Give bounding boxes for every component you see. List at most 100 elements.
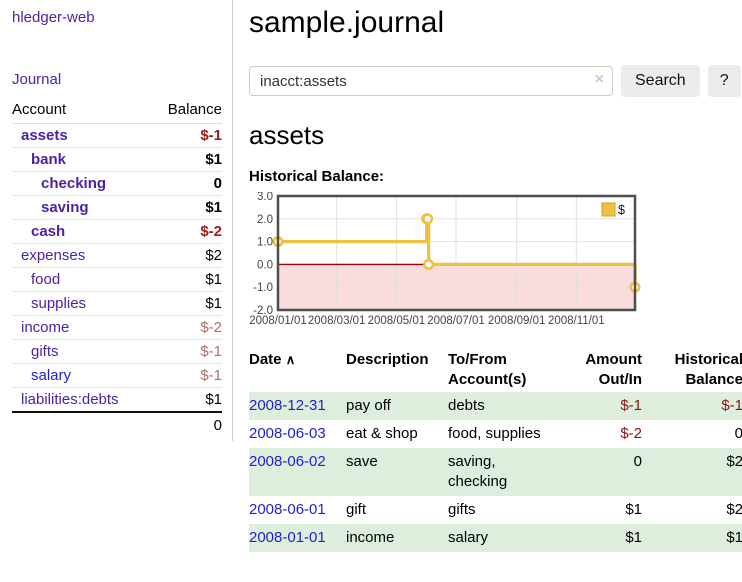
account-link[interactable]: cash [31, 223, 66, 240]
account-row: expenses $2 [12, 243, 222, 268]
account-row: food $1 [12, 267, 222, 292]
page-title: sample.journal [249, 6, 445, 39]
balance-cell: $1 [642, 524, 742, 552]
table-row: 2008-06-03 eat & shop food, supplies $-2 0 [249, 420, 742, 448]
account-balance: $1 [151, 195, 222, 220]
account-row: bank $1 [12, 147, 222, 172]
account-balance: $-2 [151, 219, 222, 244]
account-cell: checking [12, 171, 152, 196]
account-link[interactable]: expenses [21, 247, 86, 264]
accounts-cell: debts [448, 392, 560, 420]
account-heading: assets [249, 120, 325, 150]
account-cell: income [12, 315, 152, 340]
date-cell: 2008-06-02 [249, 448, 346, 496]
accounts-total-spacer [12, 411, 152, 437]
account-cell: food [12, 267, 152, 292]
account-row: assets $-1 [12, 123, 222, 148]
app-title-link[interactable]: hledger-web [12, 9, 95, 26]
svg-text:2008/03/01: 2008/03/01 [308, 315, 366, 327]
account-cell: cash [12, 219, 152, 244]
main-content: sample.journal × Search ? assets Histori… [233, 0, 742, 552]
account-balance: $1 [151, 267, 222, 292]
accounts-total-value: 0 [151, 411, 222, 437]
chart-title: Historical Balance: [249, 168, 385, 185]
svg-text:2.0: 2.0 [257, 214, 273, 226]
column-header-date[interactable]: Date ∧ [249, 351, 296, 368]
clear-search-icon[interactable]: × [594, 71, 604, 88]
account-balance: $-1 [151, 363, 222, 388]
account-balance: $1 [151, 387, 222, 413]
app-window: hledger-web Journal Account Balance asse… [0, 0, 742, 552]
table-row: 2008-06-01 gift gifts $1 $2 [249, 496, 742, 524]
balance-cell: 0 [734, 425, 742, 442]
account-balance: $-2 [151, 315, 222, 340]
account-link[interactable]: food [31, 271, 61, 288]
account-row: income $-2 [12, 315, 222, 340]
table-row: 2008-12-31 pay off debts $-1 $-1 [249, 392, 742, 420]
account-cell: saving [12, 195, 152, 220]
accounts-cell: gifts [448, 501, 476, 518]
search-button[interactable]: Search [621, 65, 700, 97]
account-balance: $-1 [151, 339, 222, 364]
date-link[interactable]: 2008-01-01 [249, 529, 326, 546]
svg-text:3.0: 3.0 [257, 192, 273, 203]
description-cell: pay off [346, 392, 448, 420]
amount-cell: 0 [560, 448, 642, 496]
account-row: liabilities:debts $1 [12, 387, 222, 413]
account-cell: supplies [12, 291, 152, 316]
date-link[interactable]: 2008-06-03 [249, 425, 326, 442]
svg-text:2008/11/01: 2008/11/01 [548, 315, 605, 327]
date-link[interactable]: 2008-06-01 [249, 501, 326, 518]
amount-cell: $1 [560, 524, 642, 552]
amount-cell: $-2 [620, 425, 642, 442]
sidebar-item-journal[interactable]: Journal [12, 71, 62, 88]
historical-balance-chart: $3.0 2.0 1.0 0.0 -1.0 -2.0 2008/01/01 2008/03/0… [249, 192, 742, 332]
account-cell: liabilities:debts [12, 387, 152, 413]
account-link[interactable]: bank [31, 151, 67, 168]
account-row: saving $1 [12, 195, 222, 220]
date-link[interactable]: 2008-12-31 [249, 397, 326, 414]
account-link[interactable]: liabilities:debts [21, 391, 119, 408]
svg-text:-2.0: -2.0 [253, 305, 273, 317]
account-link[interactable]: income [21, 319, 70, 336]
column-header-accounts: To/From Account(s) [448, 351, 527, 388]
column-header-description: Description [346, 351, 429, 368]
svg-text:2008/01/01: 2008/01/01 [249, 315, 307, 327]
search-input[interactable] [249, 66, 613, 96]
balance-cell: $2 [642, 448, 742, 496]
date-link[interactable]: 2008-06-02 [249, 453, 326, 470]
account-link[interactable]: saving [41, 199, 89, 216]
sidebar: hledger-web Journal Account Balance asse… [0, 0, 233, 441]
accounts-header-balance: Balance [151, 97, 222, 124]
account-link[interactable]: assets [21, 127, 68, 144]
account-row: checking 0 [12, 171, 222, 196]
table-row: 2008-01-01 income salary $1 $1 [249, 524, 742, 552]
account-link[interactable]: checking [41, 175, 107, 192]
svg-text:2008/05/01: 2008/05/01 [368, 315, 426, 327]
account-cell: gifts [12, 339, 152, 364]
search-input-wrap: × [249, 66, 613, 96]
svg-text:-1.0: -1.0 [253, 282, 273, 294]
date-cell: 2008-01-01 [249, 524, 346, 552]
accounts-cell: salary [448, 524, 560, 552]
svg-text:2008/07/01: 2008/07/01 [427, 315, 485, 327]
column-header-balance: Historical Balance [674, 351, 742, 388]
date-cell: 2008-06-03 [249, 420, 346, 448]
account-row: salary $-1 [12, 363, 222, 388]
date-cell: 2008-12-31 [249, 392, 346, 420]
account-link[interactable]: supplies [31, 295, 87, 312]
accounts-cell: food, supplies [448, 425, 541, 442]
balance-cell: $-1 [642, 392, 742, 420]
svg-text:0.0: 0.0 [257, 259, 273, 271]
column-header-amount: Amount Out/In [585, 351, 642, 388]
account-row: supplies $1 [12, 291, 222, 316]
account-link[interactable]: salary [31, 367, 72, 384]
account-link[interactable]: gifts [31, 343, 59, 360]
app-title: hledger-web [12, 9, 222, 26]
table-row: 2008-06-02 save saving, checking 0 $2 [249, 448, 742, 496]
account-cell: bank [12, 147, 152, 172]
accounts-header-row: Account Balance [12, 97, 222, 124]
description-cell: income [346, 524, 448, 552]
account-row: cash $-2 [12, 219, 222, 244]
help-button[interactable]: ? [707, 65, 741, 97]
